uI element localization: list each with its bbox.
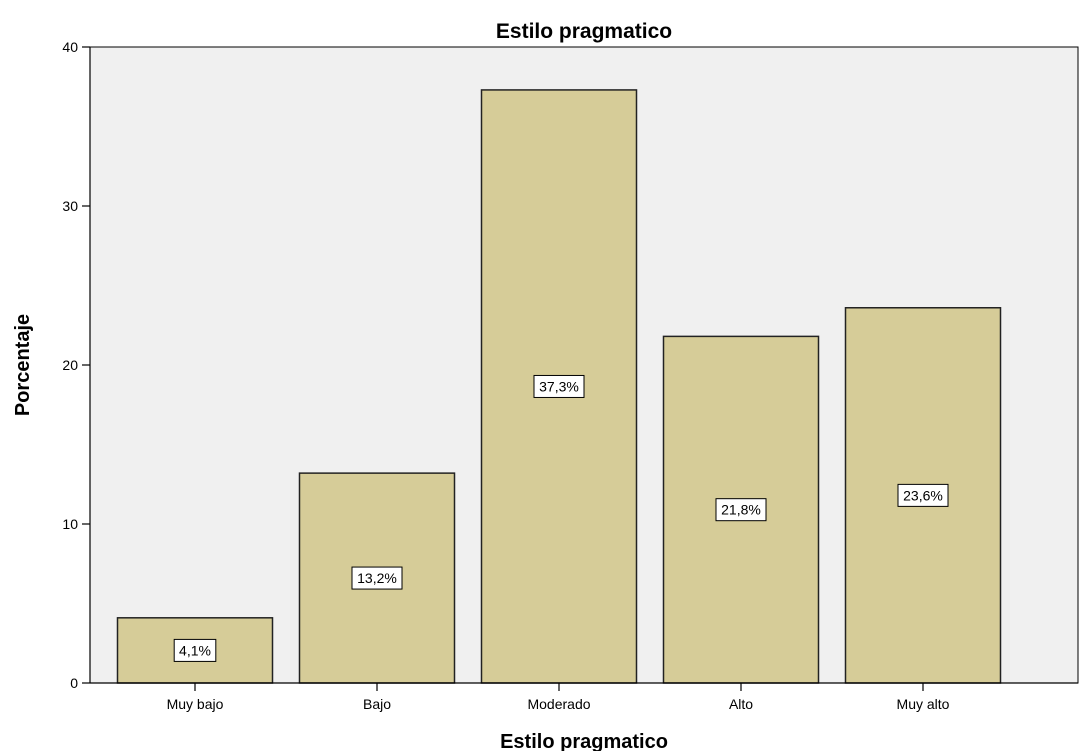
data-label-box bbox=[533, 374, 585, 398]
data-label-box bbox=[351, 566, 403, 590]
x-axis-ticks: Muy bajo Bajo Moderado Alto Muy alto bbox=[167, 683, 950, 712]
chart-title: Estilo pragmatico bbox=[496, 20, 672, 43]
data-label: 13,2% bbox=[357, 570, 397, 586]
data-label: 23,6% bbox=[903, 487, 943, 503]
x-axis-label: Estilo pragmatico bbox=[500, 731, 668, 751]
x-tick-label: Moderado bbox=[527, 696, 590, 712]
data-label-box bbox=[897, 483, 949, 507]
y-axis-label: Porcentaje bbox=[12, 314, 34, 416]
y-tick-label: 30 bbox=[62, 198, 78, 214]
y-tick-label: 20 bbox=[62, 357, 78, 373]
y-tick-label: 0 bbox=[70, 675, 78, 691]
data-label: 37,3% bbox=[539, 378, 579, 394]
x-tick-label: Bajo bbox=[363, 696, 391, 712]
x-tick-label: Alto bbox=[729, 696, 753, 712]
data-label: 21,8% bbox=[721, 502, 761, 518]
y-tick-label: 40 bbox=[62, 39, 78, 55]
data-label-box bbox=[173, 638, 217, 662]
x-tick-label: Muy bajo bbox=[167, 696, 224, 712]
data-label: 4,1% bbox=[179, 642, 211, 658]
y-tick-label: 10 bbox=[62, 516, 78, 532]
data-label-box bbox=[715, 498, 767, 522]
y-axis-ticks: 0 10 20 30 40 bbox=[62, 39, 90, 691]
x-tick-label: Muy alto bbox=[897, 696, 950, 712]
bars: 4,1% 13,2% 37,3% 21,8% 23,6% bbox=[116, 89, 1002, 684]
